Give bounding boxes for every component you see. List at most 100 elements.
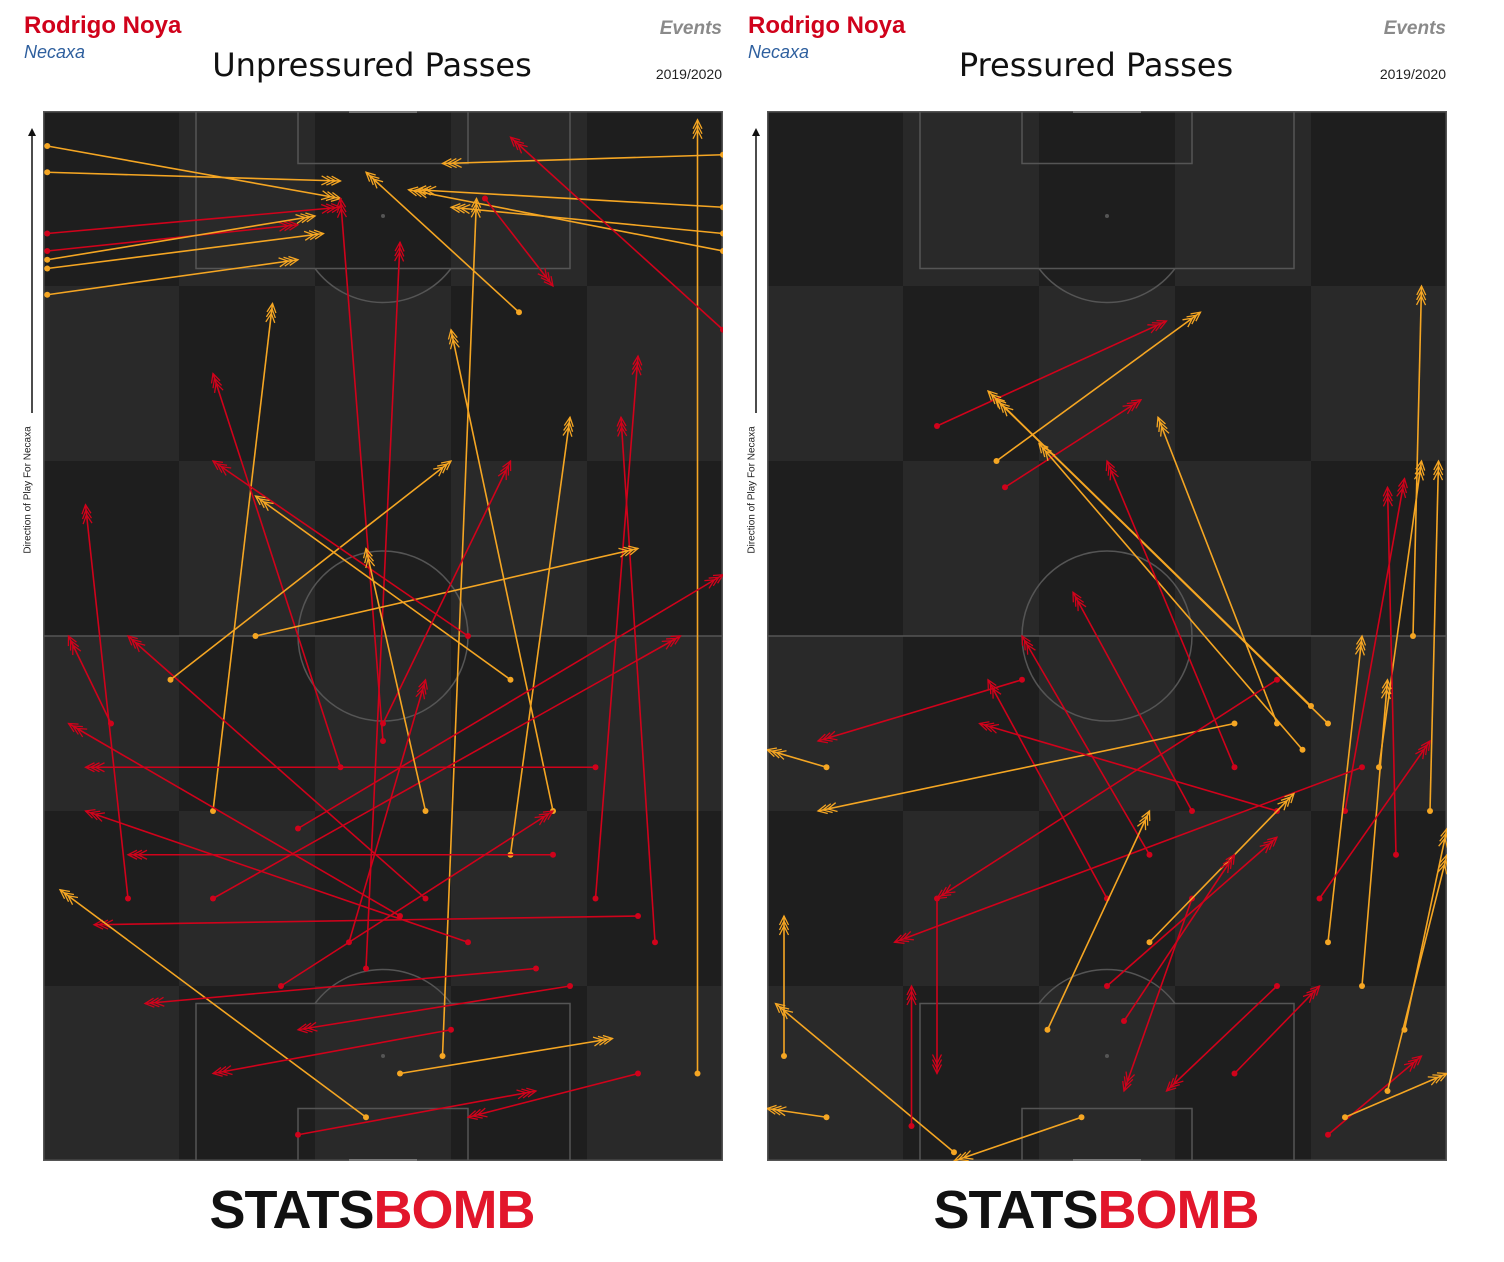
pass-origin xyxy=(44,143,51,149)
pitch-zone xyxy=(1175,286,1312,462)
pass-arrow xyxy=(1382,485,1399,858)
pass-origin xyxy=(1019,676,1025,683)
top-goal xyxy=(349,111,417,113)
pass-origin xyxy=(1325,939,1331,946)
pitch-zone xyxy=(179,636,316,812)
pass-arrow xyxy=(167,460,453,683)
pass-origin xyxy=(720,204,723,211)
pitch-zone xyxy=(43,986,180,1161)
pass-arrow xyxy=(692,118,703,1077)
pass-origin xyxy=(1189,808,1195,814)
pass-origin xyxy=(108,720,114,727)
pass-origin xyxy=(363,965,369,972)
pass-origin xyxy=(252,633,259,639)
pitch-zone xyxy=(179,461,316,637)
pass-arrow xyxy=(1316,739,1431,902)
pass-arrow xyxy=(509,136,723,333)
pass-origin xyxy=(1078,1114,1085,1121)
pass-arrow xyxy=(380,459,512,727)
pitch-zone xyxy=(1039,286,1176,462)
pass-origin xyxy=(1044,1026,1051,1033)
pass-origin xyxy=(1274,676,1280,683)
pass-arrow xyxy=(816,676,1025,744)
pitch-zone xyxy=(179,111,316,287)
pass-origin xyxy=(1410,633,1416,639)
pass-arrow xyxy=(1002,398,1143,491)
pass-arrow xyxy=(1121,853,1236,1024)
pass-arrow xyxy=(1401,827,1447,1033)
pass-origin xyxy=(167,676,174,683)
top-penalty-spot xyxy=(1105,214,1109,218)
pass-origin xyxy=(1359,764,1365,771)
pass-origin xyxy=(422,808,429,814)
pass-arrow xyxy=(816,720,1238,815)
pitch-zone xyxy=(179,986,316,1161)
pitch-zone xyxy=(451,811,588,987)
pitch-zone xyxy=(1039,636,1176,812)
pitch-zone xyxy=(767,461,904,637)
pass-arrow xyxy=(44,143,342,202)
pitch-zone xyxy=(1311,286,1447,462)
pass-arrow xyxy=(397,1034,614,1077)
pitch-zone xyxy=(587,636,723,812)
pass-arrow xyxy=(44,220,300,254)
pass-arrow xyxy=(362,547,429,814)
pass-arrow xyxy=(466,1070,641,1121)
pass-origin xyxy=(507,676,514,683)
pitch-zone xyxy=(1175,811,1312,987)
bottom-penalty-spot xyxy=(381,1054,385,1058)
pass-arrow xyxy=(767,747,830,771)
pass-origin xyxy=(422,895,429,902)
pass-arrow xyxy=(295,1087,538,1138)
pass-arrow xyxy=(126,849,556,860)
pass-origin xyxy=(1401,1026,1408,1033)
pass-origin xyxy=(1325,1131,1331,1138)
pass-arrow xyxy=(449,203,723,237)
pitch-zone xyxy=(1175,461,1312,637)
pass-arrow xyxy=(507,415,574,858)
pass-arrow xyxy=(953,1114,1085,1161)
bottom-penalty-box xyxy=(919,1002,1295,1161)
pass-arrow xyxy=(1325,634,1367,946)
pass-origin xyxy=(720,326,723,333)
pitch-zone xyxy=(903,986,1040,1161)
pass-arrow xyxy=(767,1104,830,1121)
events-label: Events xyxy=(1383,18,1446,39)
season-label: 2019/2020 xyxy=(655,66,722,82)
pitch-zone xyxy=(587,111,723,287)
pass-origin xyxy=(533,965,539,972)
direction-arrow-icon xyxy=(28,128,36,413)
top-six-yard-box xyxy=(1021,111,1193,165)
pitch-zone xyxy=(903,111,1040,287)
pitch-pressured xyxy=(767,111,1447,1161)
pass-origin xyxy=(44,169,51,176)
pitch-zone xyxy=(179,811,316,987)
pitch-zone xyxy=(315,811,452,987)
bottom-goal xyxy=(1073,1159,1141,1161)
pass-origin xyxy=(210,808,216,814)
pass-origin xyxy=(823,764,830,771)
pass-origin xyxy=(1002,484,1008,491)
pass-arrow xyxy=(1044,809,1151,1033)
pitch-unpressured xyxy=(43,111,723,1161)
pass-origin xyxy=(44,291,51,298)
pass-origin xyxy=(44,265,51,272)
right-panel: Rodrigo Noya Necaxa Events Pressured Pas… xyxy=(744,0,1484,1262)
events-label: Events xyxy=(659,18,722,39)
team-name: Necaxa xyxy=(748,42,810,62)
pass-origin xyxy=(44,248,51,254)
pitch-zone xyxy=(767,986,904,1161)
pass-origin xyxy=(908,1123,915,1129)
pass-origin xyxy=(1121,1018,1127,1024)
direction-label: Direction of Play For Necaxa xyxy=(746,426,758,554)
pass-origin xyxy=(363,1114,369,1121)
pass-arrow xyxy=(336,197,386,744)
pass-origin xyxy=(951,1149,957,1156)
pass-arrow xyxy=(778,914,790,1059)
pass-arrow xyxy=(296,983,573,1034)
pitch-zone xyxy=(1039,111,1176,287)
pitch-zone xyxy=(1311,461,1447,637)
pass-origin xyxy=(1146,851,1153,858)
pass-arrow xyxy=(254,495,514,683)
pass-arrow xyxy=(44,229,325,272)
